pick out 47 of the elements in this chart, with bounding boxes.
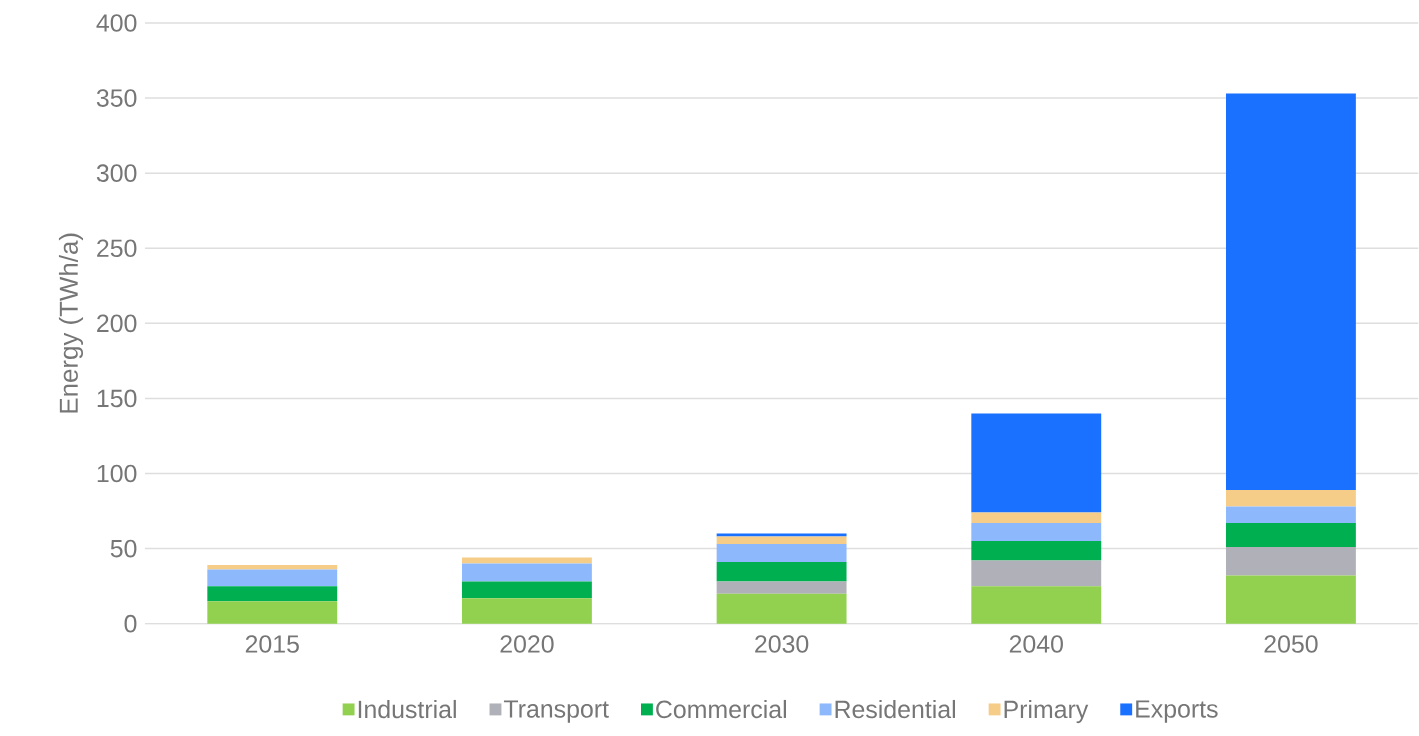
bar [207,569,338,587]
bar [461,557,592,564]
x-tick-label: 2050 [1264,635,1318,653]
y-tick-label: 300 [96,164,137,183]
legend-label: Industrial [358,700,456,719]
legend-label: Commercial [656,700,786,719]
bar [971,541,1102,561]
legend-label: Residential [835,700,955,719]
y-axis-title: Energy (TWh/a) [58,233,84,413]
y-tick-label: 0 [124,615,137,633]
x-tick-label: 2030 [755,635,809,653]
bar [716,533,847,537]
x-tick-label: 2020 [500,635,554,653]
bar [1225,575,1356,624]
bar [1225,490,1356,507]
bar [207,601,338,624]
bar [461,598,592,624]
bar [971,512,1102,524]
y-tick-label: 250 [97,239,137,258]
bar [1225,547,1356,576]
y-tick-label: 400 [96,14,137,32]
bar [1225,506,1356,524]
bar [1225,93,1356,491]
x-tick-label: 2015 [245,635,299,653]
bar [207,586,338,602]
bar [461,581,592,599]
legend-label: Transport [503,700,609,723]
bar [716,562,847,582]
bar [971,523,1102,542]
legend-label: Exports [1136,700,1218,723]
bar [207,565,338,570]
y-tick-label: 150 [97,389,137,408]
legend-label: Primary [1004,700,1089,724]
bar [971,413,1102,513]
bar [1225,523,1356,548]
bar [716,536,847,545]
bar [971,586,1102,624]
bar [971,560,1102,587]
y-tick-label: 50 [110,539,137,558]
bar [716,581,847,594]
x-tick-label: 2040 [1009,635,1063,653]
y-tick-label: 100 [97,464,137,483]
bar [716,593,847,624]
bar [461,563,592,582]
y-tick-label: 200 [97,314,137,333]
y-tick-label: 350 [96,89,137,108]
bar [716,544,847,563]
